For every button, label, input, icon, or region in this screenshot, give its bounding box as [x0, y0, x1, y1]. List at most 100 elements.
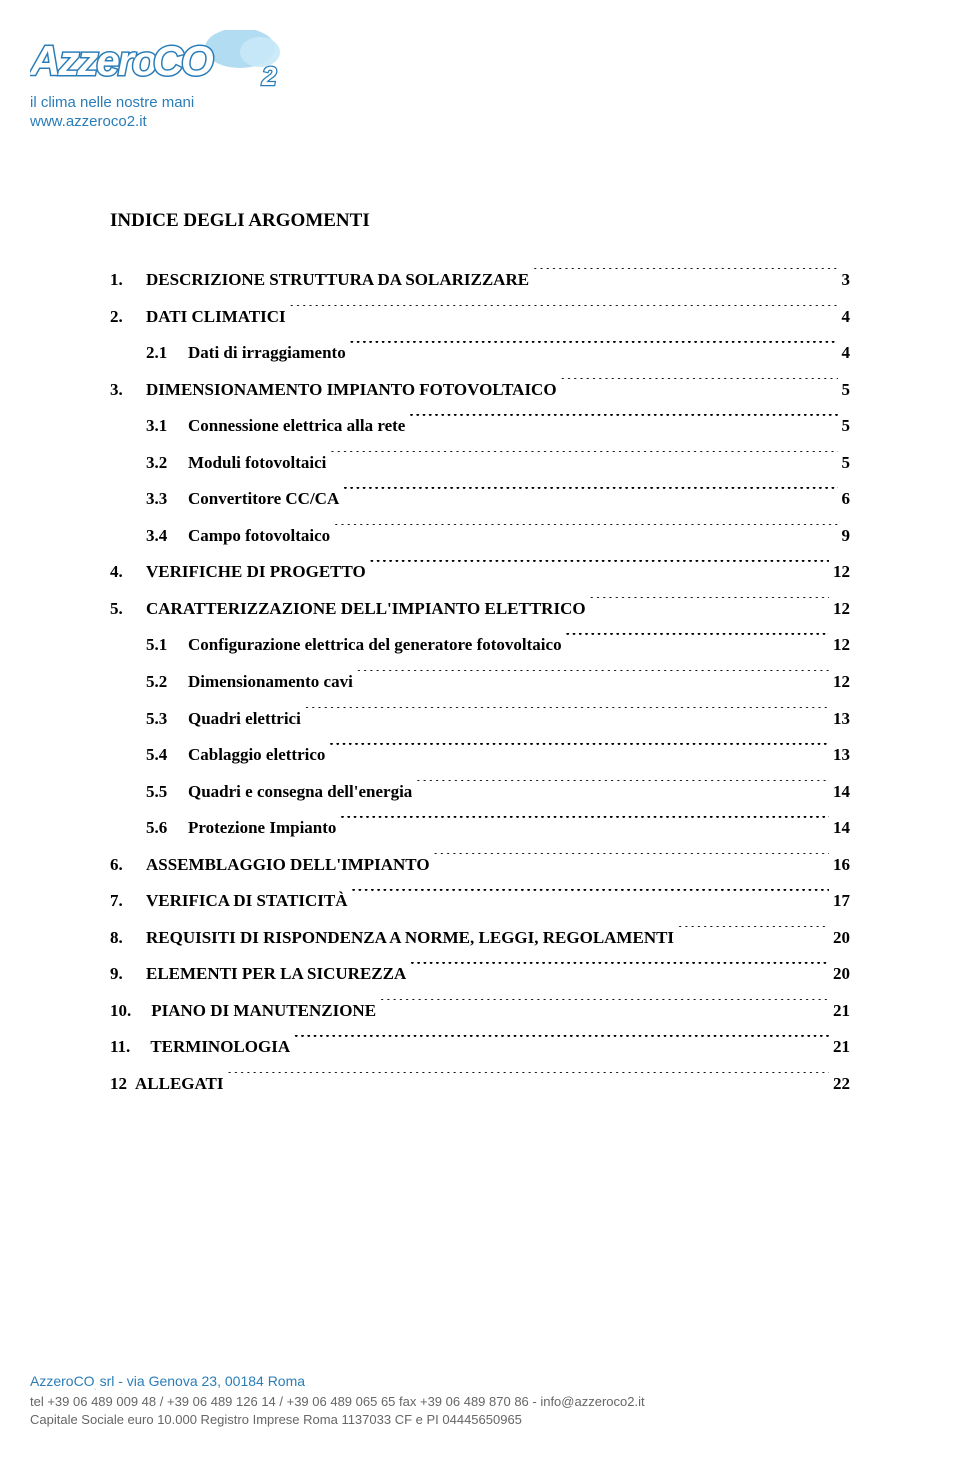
toc-row: 2.DATI CLIMATICI4	[110, 299, 850, 336]
footer-address-text: srl - via Genova 23, 00184 Roma	[96, 1373, 305, 1389]
toc-number: 5.1	[146, 627, 188, 664]
toc-number: 8.	[110, 920, 146, 957]
toc-leader-dots	[561, 378, 838, 395]
toc-page-number: 6	[842, 481, 851, 518]
toc-label: ASSEMBLAGGIO DELL'IMPIANTO	[146, 847, 430, 884]
toc-row: 3.4Campo fotovoltaico9	[110, 518, 850, 555]
toc-page-number: 5	[842, 408, 851, 445]
toc-row: 5.4Cablaggio elettrico13	[110, 737, 850, 774]
toc-number: 5.3	[146, 701, 188, 738]
toc-number: 5.2	[146, 664, 188, 701]
toc-row: 8.REQUISITI DI RISPONDENZA A NORME, LEGG…	[110, 920, 850, 957]
svg-text:AzzeroCO: AzzeroCO	[30, 37, 213, 84]
toc-number: 10.	[110, 993, 151, 1030]
toc-page-number: 3	[842, 262, 851, 299]
toc-page-number: 4	[842, 299, 851, 336]
toc-number: 4.	[110, 554, 146, 591]
toc-label: Dati di irraggiamento	[188, 335, 346, 372]
toc-label: Protezione Impianto	[188, 810, 336, 847]
footer-contact: tel +39 06 489 009 48 / +39 06 489 126 1…	[30, 1394, 930, 1409]
toc-row: 5.CARATTERIZZAZIONE DELL'IMPIANTO ELETTR…	[110, 591, 850, 628]
toc-row: 3.3Convertitore CC/CA 6	[110, 481, 850, 518]
toc-label: DIMENSIONAMENTO IMPIANTO FOTOVOLTAICO	[146, 372, 557, 409]
toc-number: 3.2	[146, 445, 188, 482]
toc-leader-dots	[294, 1035, 829, 1052]
toc-row: 12ALLEGATI22	[110, 1066, 850, 1103]
footer-brand: AzzeroCO	[30, 1373, 95, 1389]
toc-page-number: 14	[833, 774, 850, 811]
toc-leader-dots	[434, 853, 829, 870]
toc-title: INDICE DEGLI ARGOMENTI	[110, 210, 850, 232]
toc-number: 3.3	[146, 481, 188, 518]
toc-page-number: 12	[833, 554, 850, 591]
toc-row: 3.DIMENSIONAMENTO IMPIANTO FOTOVOLTAICO 5	[110, 372, 850, 409]
toc-leader-dots	[352, 889, 829, 906]
toc-leader-dots	[380, 999, 829, 1016]
logo-url: www.azzeroco2.it	[30, 113, 310, 130]
toc-leader-dots	[566, 633, 829, 650]
toc-row: 7.VERIFICA DI STATICITÀ 17	[110, 883, 850, 920]
toc-leader-dots	[357, 670, 829, 687]
toc-page-number: 9	[842, 518, 851, 555]
toc-row: 5.5Quadri e consegna dell'energia14	[110, 774, 850, 811]
toc-row: 6.ASSEMBLAGGIO DELL'IMPIANTO16	[110, 847, 850, 884]
toc-number: 12	[110, 1066, 135, 1103]
toc-leader-dots	[343, 487, 837, 504]
toc-leader-dots	[329, 743, 829, 760]
footer-address: AzzeroCO2 srl - via Genova 23, 00184 Rom…	[30, 1373, 930, 1391]
toc-label: Configurazione elettrica del generatore …	[188, 627, 562, 664]
toc-leader-dots	[350, 341, 838, 358]
toc-label: Quadri e consegna dell'energia	[188, 774, 412, 811]
toc-label: Moduli fotovoltaici	[188, 445, 326, 482]
toc-row: 4.VERIFICHE DI PROGETTO 12	[110, 554, 850, 591]
toc-page-number: 14	[833, 810, 850, 847]
toc-leader-dots	[409, 414, 837, 431]
toc-label: VERIFICHE DI PROGETTO	[146, 554, 366, 591]
toc-page-number: 20	[833, 956, 850, 993]
toc-page-number: 4	[842, 335, 851, 372]
svg-text:2: 2	[261, 61, 277, 91]
toc-row: 11.TERMINOLOGIA 21	[110, 1029, 850, 1066]
toc-page-number: 20	[833, 920, 850, 957]
toc-label: REQUISITI DI RISPONDENZA A NORME, LEGGI,…	[146, 920, 674, 957]
toc-leader-dots	[533, 268, 837, 285]
toc-leader-dots	[305, 707, 829, 724]
toc-row: 9.ELEMENTI PER LA SICUREZZA 20	[110, 956, 850, 993]
toc-row: 3.2Moduli fotovoltaici5	[110, 445, 850, 482]
toc-leader-dots	[416, 780, 829, 797]
toc-label: DESCRIZIONE STRUTTURA DA SOLARIZZARE	[146, 262, 529, 299]
toc-content: INDICE DEGLI ARGOMENTI 1.DESCRIZIONE STR…	[110, 210, 850, 1103]
toc-number: 3.1	[146, 408, 188, 445]
toc-number: 5.6	[146, 810, 188, 847]
toc-number: 3.	[110, 372, 146, 409]
toc-number: 7.	[110, 883, 146, 920]
toc-label: VERIFICA DI STATICITÀ	[146, 883, 348, 920]
toc-number: 1.	[110, 262, 146, 299]
toc-row: 3.1Connessione elettrica alla rete5	[110, 408, 850, 445]
toc-page-number: 13	[833, 701, 850, 738]
toc-number: 2.1	[146, 335, 188, 372]
toc-row: 5.6Protezione Impianto 14	[110, 810, 850, 847]
toc-number: 3.4	[146, 518, 188, 555]
toc-label: DATI CLIMATICI	[146, 299, 286, 336]
toc-number: 9.	[110, 956, 146, 993]
toc-label: PIANO DI MANUTENZIONE	[151, 993, 376, 1030]
toc-label: TERMINOLOGIA	[150, 1029, 290, 1066]
header-logo: AzzeroCO 2 il clima nelle nostre mani ww…	[30, 30, 310, 130]
toc-number: 11.	[110, 1029, 150, 1066]
toc-page-number: 5	[842, 372, 851, 409]
toc-page-number: 12	[833, 591, 850, 628]
toc-leader-dots	[590, 597, 829, 614]
toc-leader-dots	[678, 926, 829, 943]
toc-number: 6.	[110, 847, 146, 884]
toc-label: Quadri elettrici	[188, 701, 301, 738]
toc-label: ELEMENTI PER LA SICUREZZA	[146, 956, 406, 993]
footer: AzzeroCO2 srl - via Genova 23, 00184 Rom…	[30, 1373, 930, 1427]
toc-leader-dots	[228, 1072, 830, 1089]
toc-leader-dots	[340, 816, 829, 833]
toc-page-number: 21	[833, 1029, 850, 1066]
toc-leader-dots	[370, 560, 829, 577]
toc-page-number: 17	[833, 883, 850, 920]
toc-label: Convertitore CC/CA	[188, 481, 339, 518]
toc-page-number: 12	[833, 664, 850, 701]
